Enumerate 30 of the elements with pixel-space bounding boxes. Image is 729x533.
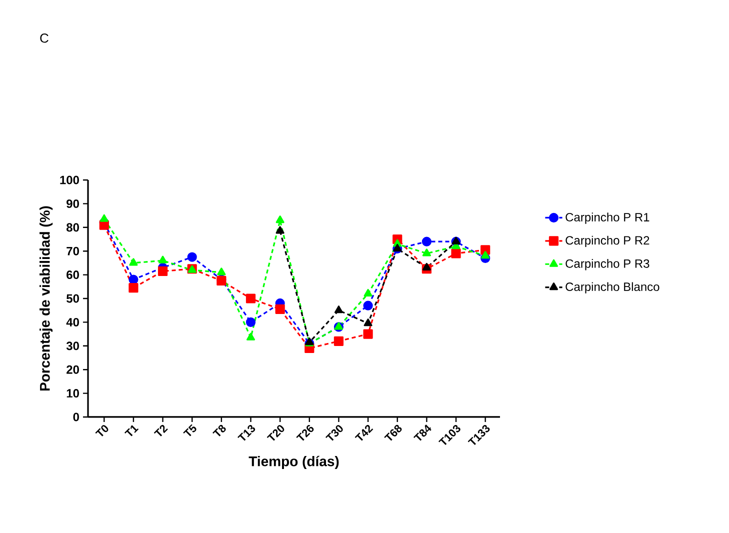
y-tick-label: 90 [66,199,79,208]
legend-label: Carpincho P R3 [566,259,650,270]
x-tick-label: T30 [325,425,343,441]
x-tick-label: T26 [296,424,314,441]
y-tick-label: 0 [73,412,79,422]
y-axis-title: Porcentaje de viabilidad (%) [40,206,53,391]
y-tick-label: 80 [66,223,79,232]
legend-label: Carpincho Blanco [566,282,660,294]
x-tick-label: T1 [124,425,139,436]
x-tick-label: T8 [212,424,226,436]
x-tick-label: T84 [413,424,432,441]
x-tick-label: T2 [154,424,168,436]
y-tick-label: 20 [66,365,79,374]
x-tick-label: T5 [183,424,196,436]
x-tick-label: T68 [384,424,402,441]
y-tick-label: 100 [60,176,79,184]
legend-label: Carpincho P R1 [566,212,650,224]
y-tick-label: 10 [66,389,79,398]
x-tick-label: T0 [95,425,108,436]
y-tick-label: 70 [66,246,79,256]
y-tick-label: 50 [66,294,79,303]
x-tick-label: T42 [354,424,374,441]
legend-label: Carpincho P R2 [566,236,650,248]
text: C [40,34,48,43]
y-tick-label: 30 [66,342,79,350]
x-axis-title: Tiempo (días) [248,456,339,470]
x-tick-label: T13 [238,424,256,441]
x-tick-label: T20 [266,425,284,441]
y-tick-label: 40 [66,318,79,326]
y-tick-label: 60 [66,270,79,280]
